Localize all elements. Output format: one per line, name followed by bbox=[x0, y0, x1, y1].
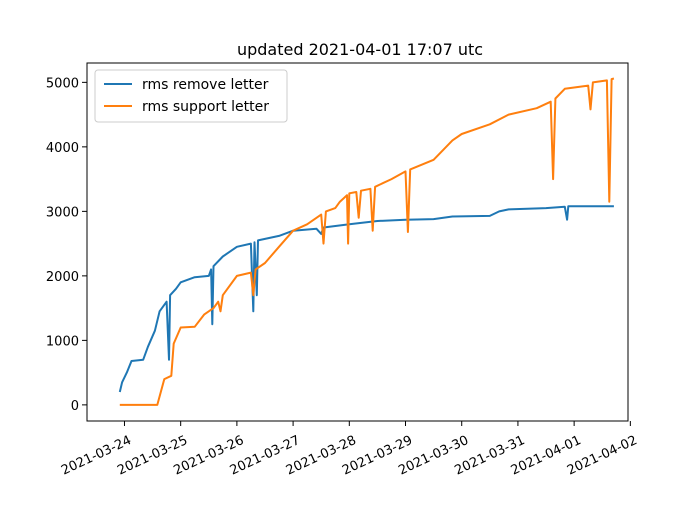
legend: rms remove letter rms support letter bbox=[94, 69, 288, 123]
legend-label-support: rms support letter bbox=[142, 99, 269, 115]
series-layer bbox=[118, 77, 615, 406]
y-tick-label: 0 bbox=[71, 399, 79, 414]
legend-box bbox=[94, 69, 288, 123]
chart-title: updated 2021-04-01 17:07 utc bbox=[237, 40, 483, 59]
y-tick-label: 3000 bbox=[46, 205, 79, 220]
series-line-0 bbox=[118, 205, 614, 393]
series-line-1 bbox=[119, 77, 615, 406]
y-tick-label: 4000 bbox=[46, 141, 79, 156]
y-tick-label: 2000 bbox=[46, 270, 79, 285]
y-tick-label: 5000 bbox=[46, 76, 79, 91]
axis-layer: 0100020003000400050002021-03-242021-03-2… bbox=[46, 76, 640, 478]
legend-label-remove: rms remove letter bbox=[142, 77, 269, 93]
y-tick-label: 1000 bbox=[46, 334, 79, 349]
plot-area-frame bbox=[86, 62, 629, 422]
